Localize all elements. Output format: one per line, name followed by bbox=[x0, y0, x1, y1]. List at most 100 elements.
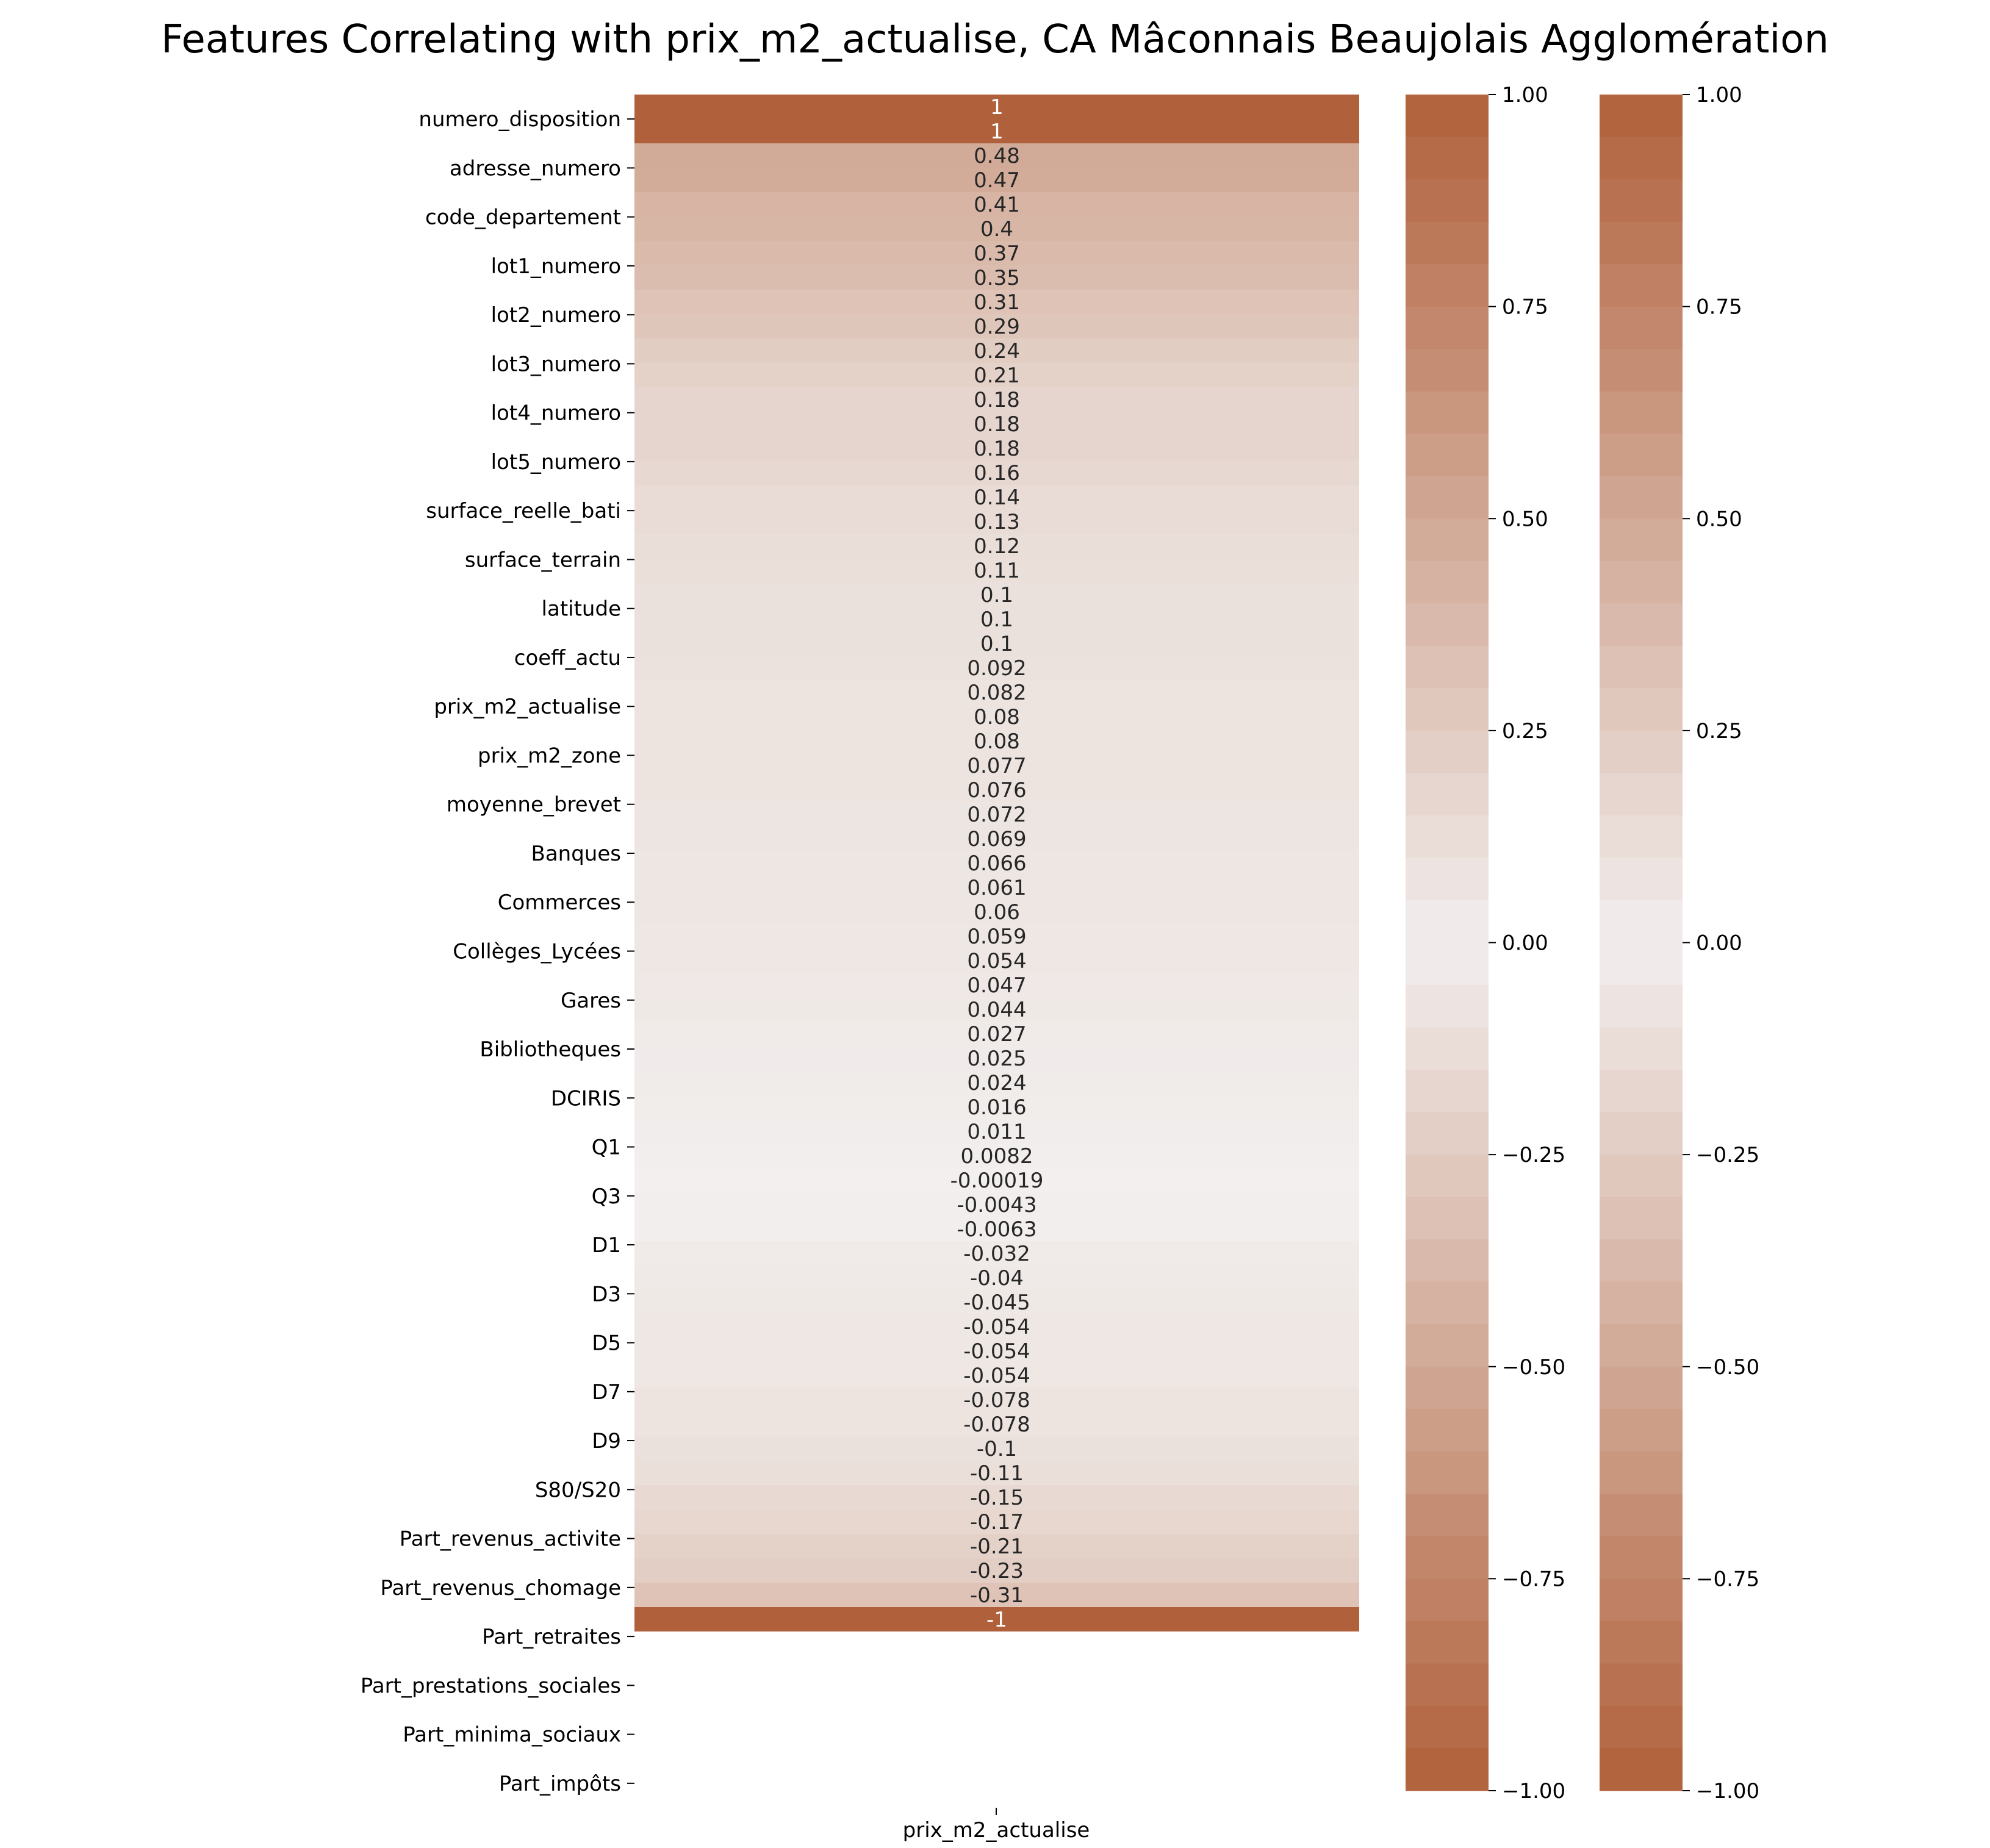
heatmap-cell bbox=[634, 1070, 1359, 1095]
colorbar: 1.00 0.75 0.50 0.25 0.00 −0.25 −0.50 −0.75 −1.00 bbox=[1600, 83, 1759, 1803]
colorbar: 1.00 0.75 0.50 0.25 0.00 −0.25 −0.50 −0.75 −1.00 bbox=[1406, 83, 1565, 1803]
cell-annotation: -0.04 bbox=[970, 1266, 1024, 1291]
colorbar-band bbox=[1406, 518, 1489, 562]
colorbar-band bbox=[1406, 349, 1489, 392]
colorbar-band bbox=[1600, 476, 1683, 519]
colorbar-band bbox=[1600, 1281, 1683, 1325]
heatmap-cell bbox=[634, 1241, 1359, 1266]
heatmap-cell bbox=[634, 973, 1359, 997]
colorbar-band bbox=[1406, 942, 1489, 986]
colorbar-tick-label: 0.75 bbox=[1502, 295, 1548, 320]
heatmap-cell bbox=[634, 924, 1359, 948]
heatmap-cell bbox=[634, 460, 1359, 485]
colorbar-band bbox=[1406, 1536, 1489, 1579]
colorbar-band bbox=[1600, 1705, 1683, 1749]
cell-annotation: 0.011 bbox=[967, 1120, 1026, 1144]
y-tick-label: D5 bbox=[592, 1331, 621, 1356]
colorbar-band bbox=[1600, 434, 1683, 477]
colorbar-band bbox=[1406, 1197, 1489, 1240]
colorbar-band bbox=[1600, 1451, 1683, 1494]
heatmap-cell bbox=[634, 1119, 1359, 1144]
y-tick-label: Q3 bbox=[592, 1184, 621, 1209]
heatmap-cell bbox=[634, 900, 1359, 924]
colorbar-band bbox=[1406, 1070, 1489, 1113]
cell-annotation: 0.06 bbox=[974, 900, 1020, 925]
colorbar-band bbox=[1600, 1621, 1683, 1664]
heatmap-cell bbox=[634, 485, 1359, 509]
heatmap-cell bbox=[634, 558, 1359, 582]
y-tick-label: code_departement bbox=[425, 206, 621, 230]
cell-annotation: 1 bbox=[990, 95, 1004, 120]
colorbar-band bbox=[1600, 773, 1683, 816]
cell-annotation: -0.078 bbox=[963, 1413, 1030, 1437]
heatmap-cell bbox=[634, 1583, 1359, 1607]
colorbar-band bbox=[1406, 1748, 1489, 1791]
y-tick-label: Part_revenus_activite bbox=[400, 1527, 621, 1552]
heatmap-cell bbox=[634, 265, 1359, 290]
heatmap-cell bbox=[634, 314, 1359, 338]
heatmap-cell bbox=[634, 1558, 1359, 1583]
cell-annotation: 0.18 bbox=[974, 437, 1020, 461]
colorbar-band bbox=[1406, 1281, 1489, 1325]
colorbar-tick-label: 0.00 bbox=[1502, 931, 1548, 956]
colorbar-band bbox=[1406, 306, 1489, 349]
cell-annotation: -0.17 bbox=[970, 1510, 1024, 1535]
colorbar-band bbox=[1600, 349, 1683, 392]
colorbar-band bbox=[1600, 1239, 1683, 1283]
y-tick-label: latitude bbox=[542, 597, 621, 621]
colorbar-band bbox=[1406, 985, 1489, 1028]
y-tick-label: surface_reelle_bati bbox=[426, 499, 621, 523]
heatmap-cell bbox=[634, 607, 1359, 631]
heatmap-cell bbox=[634, 1388, 1359, 1412]
cell-annotation: 0.08 bbox=[974, 729, 1020, 754]
heatmap-cell bbox=[634, 241, 1359, 265]
colorbar-band bbox=[1600, 1155, 1683, 1198]
heatmap-cell bbox=[634, 851, 1359, 875]
heatmap-cell bbox=[634, 1290, 1359, 1314]
heatmap-cell bbox=[634, 192, 1359, 217]
colorbar-band bbox=[1406, 95, 1489, 138]
colorbar-tick-label: −0.75 bbox=[1696, 1567, 1759, 1591]
cell-annotation: 0.24 bbox=[974, 339, 1020, 364]
heatmap-cell bbox=[634, 412, 1359, 436]
colorbar-band bbox=[1600, 730, 1683, 773]
heatmap-cell bbox=[634, 729, 1359, 753]
colorbar-band bbox=[1600, 942, 1683, 986]
cell-annotation: -0.032 bbox=[963, 1242, 1030, 1266]
colorbar-band bbox=[1600, 137, 1683, 180]
cell-annotation: 0.18 bbox=[974, 388, 1020, 412]
cell-annotation: -1 bbox=[986, 1608, 1007, 1632]
y-tick-label: prix_m2_actualise bbox=[434, 695, 621, 719]
colorbar-band bbox=[1600, 1663, 1683, 1707]
colorbar-tick-label: −0.50 bbox=[1696, 1355, 1759, 1380]
heatmap-cell bbox=[634, 778, 1359, 802]
cell-annotation: 0.077 bbox=[967, 754, 1026, 778]
heatmap-cell bbox=[634, 997, 1359, 1022]
colorbar-band bbox=[1406, 221, 1489, 265]
cell-annotation: 0.21 bbox=[974, 364, 1020, 388]
cell-annotation: 0.0082 bbox=[961, 1144, 1033, 1169]
colorbar-band bbox=[1406, 179, 1489, 223]
cell-annotation: 0.29 bbox=[974, 315, 1020, 339]
colorbar-band bbox=[1600, 603, 1683, 646]
colorbar-band bbox=[1406, 858, 1489, 901]
colorbar-band bbox=[1406, 1155, 1489, 1198]
cell-annotation: -0.1 bbox=[977, 1437, 1017, 1461]
colorbar-tick-label: 0.25 bbox=[1502, 719, 1548, 743]
cell-annotation: 0.1 bbox=[980, 583, 1013, 607]
y-tick-label: S80/S20 bbox=[535, 1478, 621, 1502]
y-tick-label: lot1_numero bbox=[491, 254, 621, 279]
cell-annotation: 0.47 bbox=[974, 168, 1020, 193]
cell-annotation: 0.11 bbox=[974, 559, 1020, 583]
heatmap-cell bbox=[634, 217, 1359, 241]
heatmap-cell bbox=[634, 656, 1359, 680]
colorbar-band bbox=[1406, 1324, 1489, 1367]
y-tick-label: lot3_numero bbox=[491, 352, 621, 376]
y-tick-label: D9 bbox=[592, 1429, 621, 1453]
colorbar-band bbox=[1600, 1366, 1683, 1409]
colorbar-band bbox=[1406, 434, 1489, 477]
y-tick-label: Part_minima_sociaux bbox=[403, 1723, 621, 1747]
colorbar-band bbox=[1600, 1578, 1683, 1622]
colorbar-tick-label: −1.00 bbox=[1696, 1779, 1759, 1803]
